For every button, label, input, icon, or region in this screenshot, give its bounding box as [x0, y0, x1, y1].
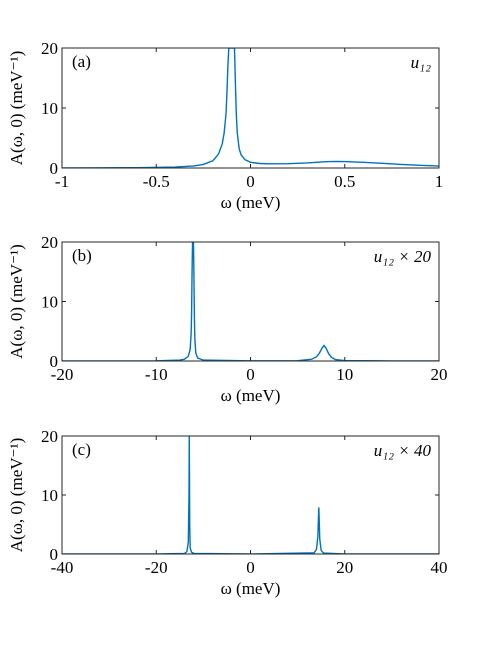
x-tick-label: -20: [145, 558, 168, 577]
data-line: [62, 48, 439, 168]
data-line: [62, 242, 439, 361]
y-tick-label: 20: [41, 39, 58, 58]
axes-box: [61, 47, 440, 169]
y-tick-label: 20: [41, 233, 58, 252]
panel-annotation: u₁₂ × 20: [374, 247, 432, 266]
y-axis-label: A(ω, 0) (meV⁻¹): [7, 51, 26, 165]
x-tick-label: -40: [51, 558, 74, 577]
y-tick-label: 10: [41, 99, 58, 118]
y-tick-label: 0: [50, 159, 59, 178]
panel-label: (a): [72, 52, 91, 71]
x-tick-label: -0.5: [143, 172, 170, 191]
x-tick-label: 0: [246, 172, 255, 191]
x-axis-label: ω (meV): [221, 579, 281, 598]
y-axis-label: A(ω, 0) (meV⁻¹): [7, 438, 26, 552]
x-tick-label: 1: [435, 172, 444, 191]
x-tick-label: -1: [55, 172, 69, 191]
y-axis-label: A(ω, 0) (meV⁻¹): [7, 244, 26, 358]
y-tick-label: 10: [41, 486, 58, 505]
x-tick-label: 0: [246, 558, 255, 577]
x-tick-label: -10: [145, 365, 168, 384]
panel-b: -20 -10 0 10 20 0 10 20 ω (meV) A(ω, 0) (meV⁻¹) (b…: [7, 233, 448, 405]
x-axis-label: ω (meV): [221, 193, 281, 212]
x-tick-label: 40: [431, 558, 448, 577]
panel-label: (b): [72, 246, 92, 265]
y-tick-label: 10: [41, 293, 58, 312]
x-tick-label: 0.5: [334, 172, 355, 191]
panel-c: -40 -20 0 20 40 0 10 20 ω (meV) A(ω, 0) (meV⁻¹) (c…: [7, 427, 448, 598]
y-tick-label: 0: [50, 545, 59, 564]
y-tick-label: 20: [41, 427, 58, 446]
panel-annotation: u₁₂: [411, 53, 431, 72]
x-tick-label: 0: [246, 365, 255, 384]
x-tick-label: 20: [336, 558, 353, 577]
x-axis-label: ω (meV): [221, 386, 281, 405]
x-tick-label: -20: [51, 365, 74, 384]
x-tick-label: 20: [431, 365, 448, 384]
y-tick-label: 0: [50, 352, 59, 371]
panel-label: (c): [72, 440, 91, 459]
panel-annotation: u₁₂ × 40: [374, 441, 432, 460]
x-tick-label: 10: [336, 365, 353, 384]
